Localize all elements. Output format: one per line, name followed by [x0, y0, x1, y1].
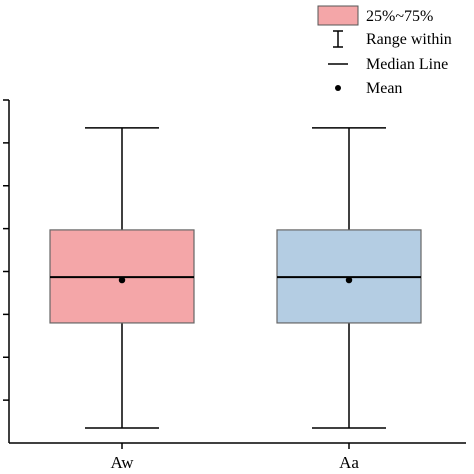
- legend-box-swatch: [317, 5, 359, 26]
- legend-label-range: Range within: [366, 31, 452, 48]
- legend-range-icon: [333, 30, 343, 48]
- legend-label-mean: Mean: [366, 80, 402, 97]
- legend-label-median: Median Line: [366, 56, 448, 73]
- mean-dot: [118, 276, 126, 284]
- axes: Aw Aa: [3, 99, 466, 472]
- x-tick-label: Aa: [339, 453, 359, 472]
- y-ticks: [3, 99, 9, 401]
- legend: 25%~75% Range within Median Line Mean: [317, 5, 452, 97]
- mean-dot: [345, 276, 353, 284]
- x-tick-label: Aw: [111, 453, 135, 472]
- boxes: [49, 127, 422, 429]
- legend-label-box: 25%~75%: [366, 8, 433, 25]
- x-ticks: Aw Aa: [111, 443, 359, 472]
- legend-mean-dot-icon: [335, 85, 341, 91]
